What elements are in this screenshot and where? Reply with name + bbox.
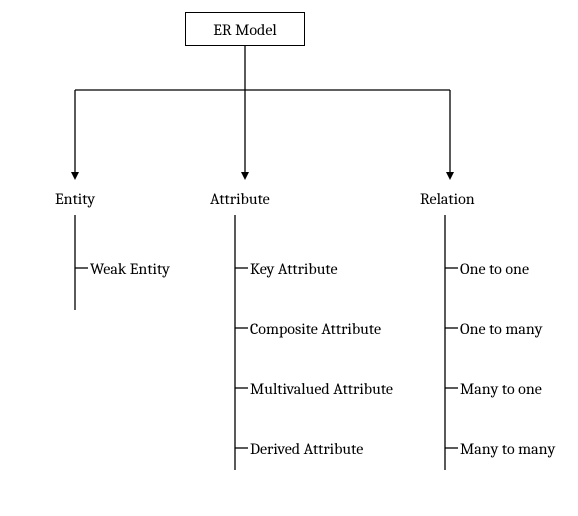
leaf-one-to-one: One to one [460,260,529,278]
leaf-composite-attribute: Composite Attribute [250,320,381,338]
branch-relation: Relation [420,190,475,208]
root-node: ER Model [185,12,305,46]
branch-attribute: Attribute [210,190,270,208]
leaf-weak-entity: Weak Entity [90,260,170,278]
leaf-multivalued-attribute: Multivalued Attribute [250,380,393,398]
leaf-many-to-one: Many to one [460,380,542,398]
leaf-one-to-many: One to many [460,320,543,338]
connector-lines [0,0,578,516]
branch-entity: Entity [55,190,95,208]
leaf-many-to-many: Many to many [460,440,555,458]
leaf-derived-attribute: Derived Attribute [250,440,363,458]
leaf-key-attribute: Key Attribute [250,260,338,278]
